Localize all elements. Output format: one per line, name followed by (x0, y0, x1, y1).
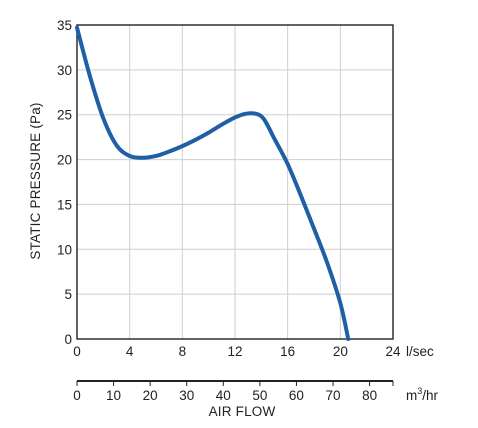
x-tick-label: 12 (227, 344, 242, 359)
y-tick-label: 15 (57, 197, 72, 212)
y-tick-label: 25 (57, 108, 72, 123)
secondary-x-tick-label: 40 (216, 388, 231, 403)
x-tick-label: 20 (333, 344, 348, 359)
y-tick-label: 30 (57, 63, 72, 78)
plot-area-frame (76, 24, 394, 340)
static-pressure-curve (75, 25, 351, 341)
x-tick-label: 24 (385, 344, 401, 359)
secondary-x-axis: 0 10 20 30 40 50 60 70 80 (73, 380, 394, 403)
y-tick-label: 5 (64, 287, 72, 302)
secondary-x-tick-label: 0 (73, 388, 81, 403)
x-axis-unit-label: l/sec (406, 344, 434, 359)
y-tick-label: 20 (57, 153, 72, 168)
secondary-x-tick-label: 20 (143, 388, 158, 403)
y-axis-tick-labels: 0 5 10 15 20 25 30 35 (57, 18, 72, 347)
y-tick-label: 0 (64, 332, 72, 347)
secondary-x-tick-label: 30 (179, 388, 194, 403)
secondary-x-tick-label: 50 (252, 388, 267, 403)
y-axis-title: STATIC PRESSURE (Pa) (28, 102, 43, 259)
y-tick-label: 35 (57, 18, 72, 33)
secondary-x-tick-label: 80 (362, 388, 377, 403)
secondary-x-tick-label: 10 (106, 388, 121, 403)
x-axis-tick-labels: 0 4 8 12 16 20 24 (73, 344, 401, 359)
x-tick-label: 16 (280, 344, 295, 359)
x-axis-title: AIR FLOW (209, 404, 276, 419)
x-tick-label: 0 (73, 344, 81, 359)
x-tick-label: 4 (126, 344, 134, 359)
y-tick-label: 10 (57, 242, 72, 257)
x-tick-label: 8 (179, 344, 187, 359)
grid (76, 24, 394, 340)
secondary-x-tick-label: 70 (326, 388, 341, 403)
secondary-x-tick-label: 60 (289, 388, 304, 403)
secondary-x-axis-unit-label: m3/hr (406, 386, 439, 403)
